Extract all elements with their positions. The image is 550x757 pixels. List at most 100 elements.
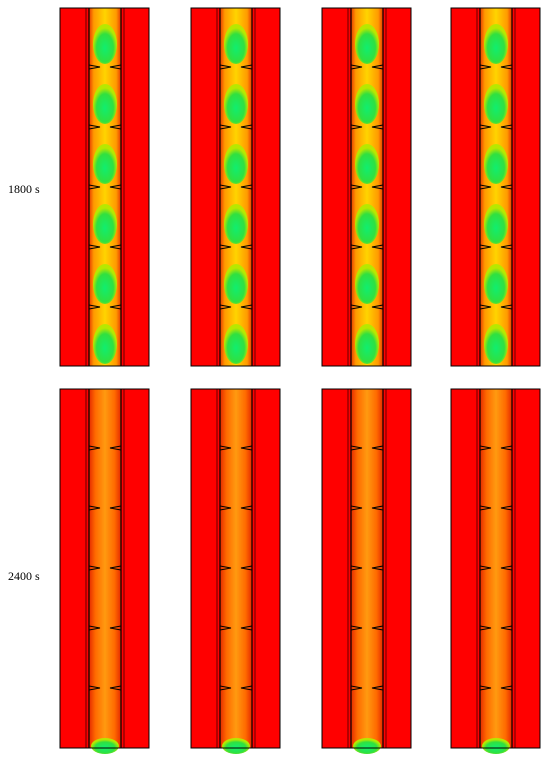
cold-zone — [484, 264, 508, 304]
fin — [109, 565, 122, 571]
fin — [88, 244, 101, 250]
panel-border — [321, 7, 412, 367]
panel-border — [450, 7, 541, 367]
cold-zone — [93, 204, 117, 244]
fin — [350, 565, 363, 571]
fin — [240, 505, 253, 511]
fin — [240, 625, 253, 631]
fin — [240, 685, 253, 691]
fin — [479, 685, 492, 691]
panel-border — [190, 7, 281, 367]
panel-border — [321, 388, 412, 749]
fin — [371, 565, 384, 571]
panel-border — [450, 388, 541, 749]
fin — [219, 685, 232, 691]
fin — [371, 304, 384, 310]
cold-zone — [355, 24, 379, 64]
fin — [240, 304, 253, 310]
fin — [500, 685, 513, 691]
fin — [109, 625, 122, 631]
cold-zone — [484, 84, 508, 124]
fin — [219, 445, 232, 451]
row-label: 1800 s — [8, 182, 40, 196]
fin — [240, 244, 253, 250]
cold-zone — [484, 24, 508, 64]
fin — [219, 64, 232, 70]
fin — [350, 64, 363, 70]
cold-zone — [93, 24, 117, 64]
fin — [109, 124, 122, 130]
fin — [240, 565, 253, 571]
fin — [350, 244, 363, 250]
cold-zone — [93, 144, 117, 184]
fin — [88, 124, 101, 130]
fin — [240, 64, 253, 70]
fin — [479, 64, 492, 70]
fin — [109, 64, 122, 70]
cold-zone — [484, 144, 508, 184]
fin — [109, 184, 122, 190]
fin — [479, 445, 492, 451]
fin — [371, 64, 384, 70]
panels — [59, 7, 541, 754]
fin — [479, 124, 492, 130]
fin — [219, 625, 232, 631]
fin — [500, 505, 513, 511]
cold-zone — [484, 204, 508, 244]
cold-zone — [224, 144, 248, 184]
cold-zone — [224, 324, 248, 364]
cold-zone — [224, 84, 248, 124]
fin — [240, 445, 253, 451]
fin — [88, 625, 101, 631]
cold-zone — [224, 24, 248, 64]
fin — [500, 565, 513, 571]
fin — [479, 184, 492, 190]
fin — [371, 184, 384, 190]
fin — [109, 304, 122, 310]
fin — [88, 445, 101, 451]
cold-zone — [93, 264, 117, 304]
fin — [371, 445, 384, 451]
cold-zone — [93, 84, 117, 124]
cold-zone — [224, 204, 248, 244]
cold-zone — [355, 324, 379, 364]
fin — [88, 505, 101, 511]
channel — [351, 389, 383, 748]
fin — [88, 565, 101, 571]
fin — [350, 124, 363, 130]
cold-zone — [93, 324, 117, 364]
panel-border — [190, 388, 281, 749]
row-label: 2400 s — [8, 569, 40, 583]
cold-zone — [482, 738, 510, 754]
cold-zone — [222, 738, 250, 754]
fin — [88, 685, 101, 691]
fin — [350, 304, 363, 310]
fin — [350, 625, 363, 631]
fin — [109, 445, 122, 451]
fin — [500, 625, 513, 631]
fin — [88, 64, 101, 70]
fin — [88, 184, 101, 190]
fin — [219, 244, 232, 250]
cold-zone — [484, 324, 508, 364]
fin — [371, 685, 384, 691]
fin — [240, 184, 253, 190]
fin — [219, 505, 232, 511]
cold-zone — [353, 738, 381, 754]
fin — [350, 445, 363, 451]
fin — [371, 505, 384, 511]
fin — [500, 244, 513, 250]
fin — [219, 304, 232, 310]
channel — [220, 389, 252, 748]
panel-border — [59, 7, 150, 367]
cold-zone — [224, 264, 248, 304]
channel — [480, 389, 512, 748]
fin — [371, 625, 384, 631]
cold-zone — [355, 264, 379, 304]
fin — [350, 505, 363, 511]
fin — [479, 625, 492, 631]
cold-zone — [91, 738, 119, 754]
channel — [89, 389, 121, 748]
fin — [88, 304, 101, 310]
